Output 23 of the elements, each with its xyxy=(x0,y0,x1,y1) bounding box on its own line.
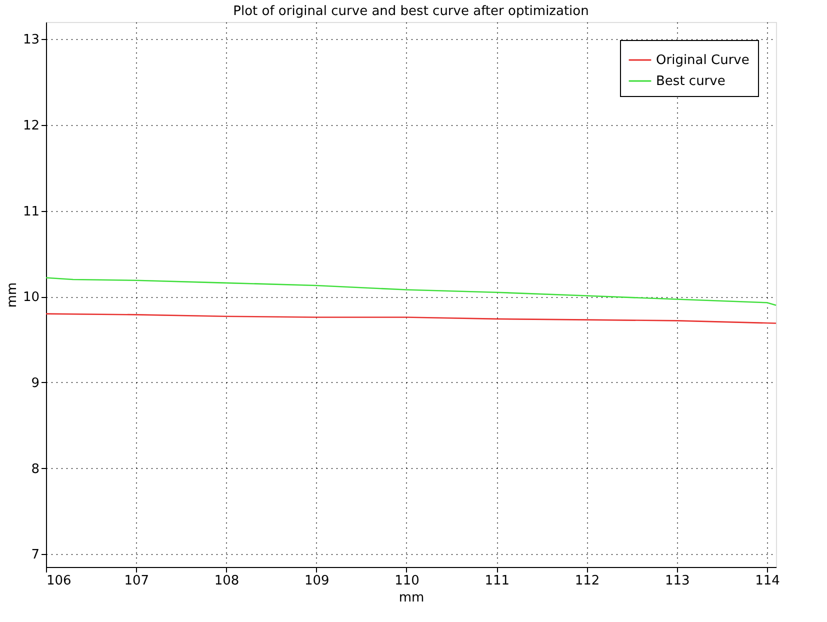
legend-label: Original Curve xyxy=(656,53,750,68)
x-tick-label: 108 xyxy=(214,574,240,588)
x-axis-title: mm xyxy=(398,590,424,606)
y-tick-label: 9 xyxy=(31,376,40,391)
x-tick-label: 106 xyxy=(46,574,72,588)
x-tick-label: 111 xyxy=(484,574,510,588)
line-series xyxy=(45,313,777,324)
y-tick-label: 8 xyxy=(31,462,40,477)
x-tick-label: 114 xyxy=(755,574,780,588)
x-tick-label: 112 xyxy=(574,574,600,588)
x-tick-label: 107 xyxy=(124,574,150,588)
y-tick-label: 11 xyxy=(22,204,40,220)
y-tick-label: 13 xyxy=(22,32,40,48)
legend-label: Best curve xyxy=(656,74,726,89)
chart-title: Plot of original curve and best curve after optimization xyxy=(233,4,589,19)
y-tick-label: 10 xyxy=(22,290,40,306)
line-series xyxy=(45,277,777,306)
y-axis-title: mm xyxy=(4,282,20,308)
x-tick-label: 110 xyxy=(394,574,420,588)
x-tick-label: 109 xyxy=(304,574,330,588)
y-tick-label: 7 xyxy=(31,548,40,563)
x-tick-label: 113 xyxy=(664,574,690,588)
y-tick-label: 12 xyxy=(22,118,40,134)
